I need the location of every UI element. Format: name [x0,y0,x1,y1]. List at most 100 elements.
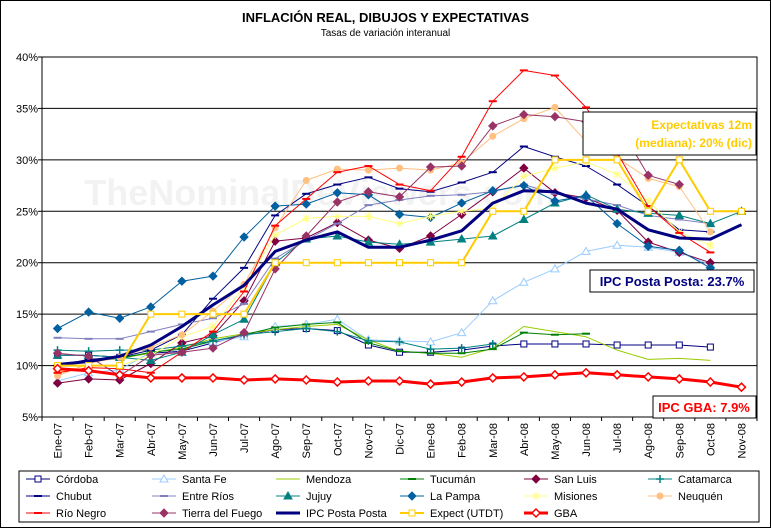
series-santa-fe-marker [456,327,467,337]
series-expect-utdt-marker [706,207,714,215]
ipc-gba-annotation: IPC GBA: 7.9% [658,400,750,415]
legend-catamarca-label: Catamarca [678,474,733,486]
series-gba-marker [270,373,281,385]
series-jujuy-marker [705,218,716,228]
legend-box [18,470,760,523]
series-gba-marker [705,376,716,388]
legend-expect-utdt-marker [408,509,416,517]
legend-tierra-del-fuego: Tierra del Fuego [152,508,262,520]
legend-santa-fe-label: Santa Fe [182,474,227,486]
legend-mendoza-label: Mendoza [306,474,352,486]
legend-cordoba-label: Córdoba [56,474,99,486]
series-cordoba-marker [706,343,714,351]
y-tick-label: 35% [16,103,38,115]
series-la-pampa-line [57,185,711,329]
series-catamarca-marker [488,339,497,348]
x-tick-label: May-08 [550,423,562,460]
series-expect-utdt-marker [551,156,559,164]
series-jujuy-marker [456,234,467,243]
series-cordoba-marker [582,340,590,348]
legend-mendoza: Mendoza [276,474,352,486]
series-gba-marker [145,372,156,383]
legend-catamarca-marker [656,475,664,483]
x-tick-label: Dic-07 [395,423,407,455]
series-la-pampa-marker [270,201,280,211]
series-la-pampa-marker [581,191,591,201]
series-expect-utdt-marker [675,156,683,164]
series-gba-marker [207,372,219,383]
series-expect-utdt-marker [613,156,621,164]
series-la-pampa-marker [115,313,125,323]
series-gba-marker [456,376,467,388]
series-expect-utdt-marker [520,207,528,215]
legend-tucuman-label: Tucumán [430,474,475,486]
series-gba-marker [612,369,623,380]
series-tierra-del-fuego-marker [643,170,653,180]
series-gba-marker [239,374,250,386]
series-jujuy-marker [674,210,685,219]
series-expect-utdt-marker [737,207,745,215]
series-misiones-marker [395,219,404,228]
legend-la-pampa-marker [407,491,417,501]
series-cordoba-marker [675,341,683,349]
series-la-pampa-marker [674,245,684,256]
series-ipc-posta-posta [57,189,743,366]
series-tierra-del-fuego-marker [332,197,343,207]
series-misiones-marker [519,172,528,181]
series-expect-utdt [54,156,745,370]
ipc-gba-annotation-box [652,395,757,419]
legend-jujuy-label: Jujuy [306,491,332,503]
legend-misiones-label: Misiones [554,491,598,503]
series-expect-utdt-marker [178,310,186,318]
series-gba-marker [674,373,685,385]
series-misiones-marker [208,322,217,331]
series-santa-fe-marker [425,336,436,346]
series-la-pampa-marker [394,209,405,220]
series-expect-utdt-marker [396,259,403,267]
x-tick-label: Jul-07 [239,423,251,453]
watermark: TheNominalDeViewers.com [84,172,556,213]
series-cordoba-line [57,328,711,358]
series-expect-utdt-marker [427,259,435,267]
y-tick-label: 5% [22,412,38,424]
series-san-luis [52,163,716,388]
series-cordoba-marker [396,348,403,356]
x-tick-label: Jun-07 [208,423,220,457]
series-gba-marker [83,365,94,376]
series-la-pampa-marker [612,218,622,229]
legend-la-pampa-label: La Pampa [430,491,481,503]
legend-neuquen-marker [656,492,664,500]
series-misiones-marker [550,164,559,173]
series-la-pampa-marker [456,198,467,208]
expectations-annotation-line2: (mediana): 20% (dic) [635,136,752,150]
legend-tucuman: Tucumán [400,474,475,486]
series-santa-fe-marker [518,277,529,286]
legend-gba-label: GBA [554,508,578,520]
series-santa-fe-marker [550,263,560,273]
series-misiones-marker [426,212,435,221]
series-tierra-del-fuego-marker [239,327,249,338]
series-gba-marker [394,375,405,387]
legend-chubut-label: Chubut [56,491,91,503]
legend-san-luis-marker [531,474,541,484]
series-misiones-marker [364,212,373,221]
series-tierra-del-fuego-marker [674,179,684,190]
series-expect-utdt-marker [116,362,124,370]
series-neuquen-marker [489,132,497,140]
series-san-luis-marker [519,163,529,173]
series-cordoba-marker [613,341,621,349]
series-neuquen-marker [551,103,559,111]
x-tick-label: Nov-07 [363,423,375,458]
series-catamarca-marker [457,344,466,353]
series-la-pampa-marker [488,186,498,196]
series-gba-marker [643,371,654,382]
legend-rio-negro-label: Río Negro [56,508,106,520]
legend-cordoba: Córdoba [26,474,99,486]
series-neuquen-marker [364,166,372,174]
series-gba-marker [301,374,312,386]
legend-gba-marker [530,507,542,519]
series-la-pampa-marker [332,188,343,198]
legend-jujuy-marker [283,490,293,500]
y-tick-label: 10% [16,361,38,373]
